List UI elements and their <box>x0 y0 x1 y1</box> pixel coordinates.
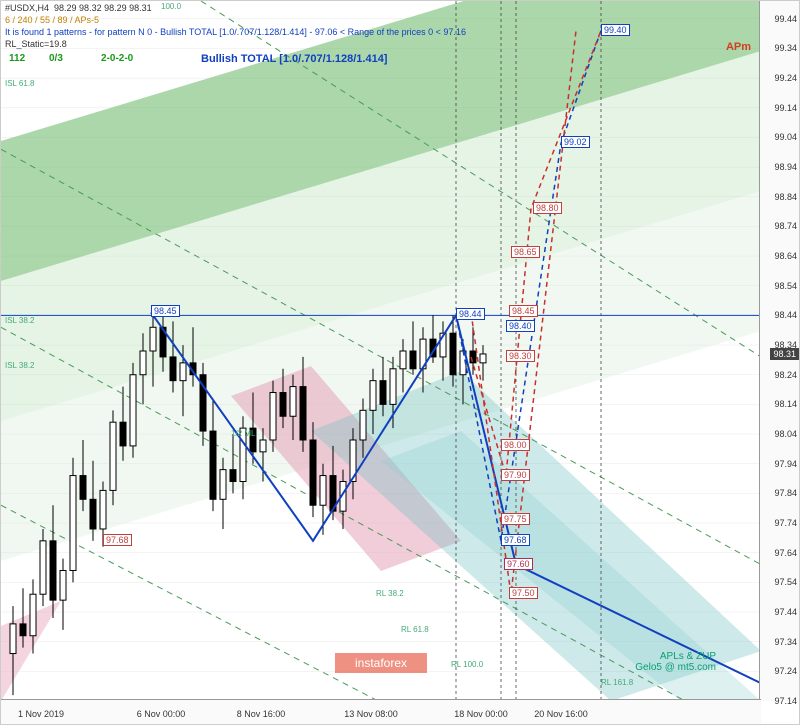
price-label: 98.30 <box>506 350 535 362</box>
attribution: APLs & ZUP Gelo5 @ mt5.com <box>635 651 716 673</box>
price-label: 98.40 <box>506 320 535 332</box>
indicator-2020: 2-0-2-0 <box>101 53 133 64</box>
sl-label: RL 61.8 <box>401 625 429 634</box>
y-tick: 99.44 <box>774 14 797 24</box>
y-tick: 97.34 <box>774 637 797 647</box>
x-tick: 20 Nov 16:00 <box>534 709 588 719</box>
price-label: 97.90 <box>501 469 530 481</box>
pattern-info: It is found 1 patterns - for pattern N 0… <box>5 27 466 37</box>
sl-label: RL 38.2 <box>376 589 404 598</box>
y-tick: 97.94 <box>774 459 797 469</box>
price-label: 99.02 <box>561 136 590 148</box>
y-axis: 99.44 99.34 99.24 99.14 99.04 98.94 98.84 98.74… <box>759 1 799 701</box>
sl-label: 100.0 <box>161 2 181 11</box>
y-tick: 99.34 <box>774 43 797 53</box>
watermark: instaforex <box>335 653 427 673</box>
price-label: 97.68 <box>501 534 530 546</box>
x-tick: 18 Nov 00:00 <box>454 709 508 719</box>
y-tick: 97.64 <box>774 548 797 558</box>
timeframe-info: 6 / 240 / 55 / 89 / APs-5 <box>5 15 99 25</box>
y-tick: 99.14 <box>774 103 797 113</box>
indicator-112: 112 <box>9 53 25 64</box>
sl-label: RL 100.0 <box>451 660 483 669</box>
chart-container: #USDX,H4 98.29 98.32 98.29 98.31 6 / 240… <box>0 0 800 725</box>
sl-label: ISL 38.2 <box>5 316 35 325</box>
x-tick: 1 Nov 2019 <box>18 709 64 719</box>
indicator-03: 0/3 <box>49 53 63 64</box>
y-tick: 99.04 <box>774 132 797 142</box>
sl-label: ISL 38.2 <box>5 361 35 370</box>
price-label: 99.40 <box>601 24 630 36</box>
x-tick: 6 Nov 00:00 <box>137 709 186 719</box>
chart-area[interactable]: #USDX,H4 98.29 98.32 98.29 98.31 6 / 240… <box>1 1 761 701</box>
price-label: 97.68 <box>103 534 132 546</box>
y-tick: 97.54 <box>774 577 797 587</box>
x-tick: 13 Nov 08:00 <box>344 709 398 719</box>
pattern-name: Bullish TOTAL [1.0/.707/1.128/1.414] <box>201 53 387 65</box>
sl-label: ISL 61.8 <box>5 79 35 88</box>
sl-label: 1/2 ML <box>231 429 255 438</box>
price-label: 98.44 <box>456 308 485 320</box>
y-tick: 97.84 <box>774 488 797 498</box>
x-tick: 8 Nov 16:00 <box>237 709 286 719</box>
price-label: 98.80 <box>533 202 562 214</box>
y-tick: 99.24 <box>774 73 797 83</box>
y-tick: 98.14 <box>774 399 797 409</box>
price-label: 98.00 <box>501 439 530 451</box>
apm-label: APm <box>726 41 751 53</box>
y-tick: 98.84 <box>774 192 797 202</box>
price-label: 97.60 <box>504 558 533 570</box>
ticker-info: #USDX,H4 98.29 98.32 98.29 98.31 <box>5 3 152 13</box>
price-label: 98.45 <box>151 305 180 317</box>
current-price-marker: 98.31 <box>770 348 799 360</box>
rl-static-info: RL_Static=19.8 <box>5 39 67 49</box>
x-axis: 1 Nov 2019 6 Nov 00:00 8 Nov 16:00 13 Nov 0… <box>1 699 761 724</box>
price-label: 98.65 <box>511 246 540 258</box>
y-tick: 98.94 <box>774 162 797 172</box>
y-tick: 98.24 <box>774 370 797 380</box>
y-tick: 98.44 <box>774 310 797 320</box>
price-label: 97.75 <box>501 513 530 525</box>
y-tick: 98.74 <box>774 221 797 231</box>
price-label: 98.45 <box>509 305 538 317</box>
y-tick: 97.24 <box>774 666 797 676</box>
y-tick: 97.14 <box>774 696 797 706</box>
sl-label: RL 161.8 <box>601 678 633 687</box>
y-tick: 98.64 <box>774 251 797 261</box>
y-tick: 97.44 <box>774 607 797 617</box>
y-tick: 97.74 <box>774 518 797 528</box>
price-label: 97.50 <box>509 587 538 599</box>
y-tick: 98.54 <box>774 281 797 291</box>
y-tick: 98.04 <box>774 429 797 439</box>
